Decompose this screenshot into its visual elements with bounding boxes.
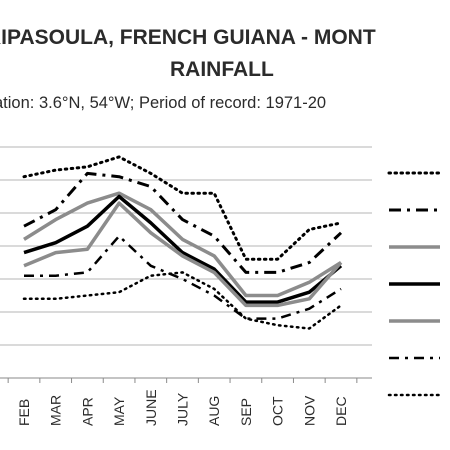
- series-line-4: [23, 194, 343, 304]
- x-tick-label: JULY: [175, 392, 191, 426]
- x-tick-label: MAR: [48, 395, 64, 426]
- x-tick-label: NOV: [301, 395, 317, 426]
- series-line-7: [22, 271, 343, 330]
- chart-title-line-2: RAINFALL: [170, 58, 274, 81]
- x-tick-label: JUNE: [143, 389, 159, 426]
- series-line-6: [24, 234, 342, 320]
- chart-subtitle: ation: 3.6°N, 54°W; Period of record: 19…: [0, 94, 327, 112]
- x-tick-label: OCT: [270, 396, 286, 426]
- chart-title-line-1: RIPASOULA, FRENCH GUIANA - MONT: [0, 26, 376, 49]
- x-tick-label: DEC: [333, 396, 349, 426]
- series-line-2: [23, 171, 343, 274]
- series-line-1: [22, 155, 343, 261]
- x-tick-label: AUG: [206, 396, 222, 426]
- x-tick-label: MAY: [111, 396, 127, 426]
- x-tick-label: SEP: [238, 398, 254, 426]
- series-line-3: [23, 191, 342, 298]
- x-tick-label: FEB: [16, 399, 32, 426]
- x-tick-label: APR: [79, 397, 95, 426]
- series-line-5: [23, 201, 343, 308]
